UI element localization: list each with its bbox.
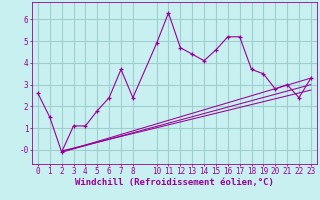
X-axis label: Windchill (Refroidissement éolien,°C): Windchill (Refroidissement éolien,°C) (75, 178, 274, 187)
